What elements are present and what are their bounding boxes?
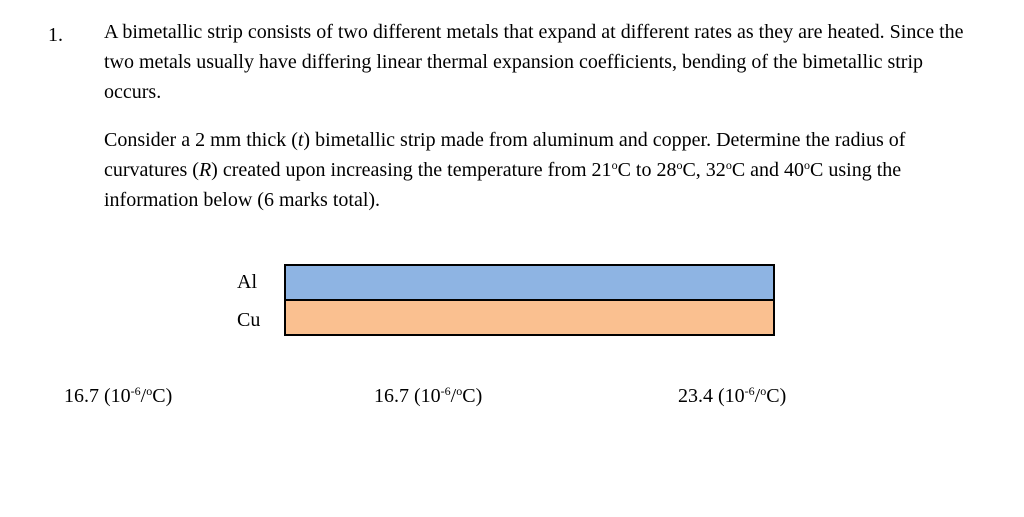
degree-mark: o bbox=[456, 384, 463, 398]
coef-slash: / bbox=[754, 385, 761, 407]
expansion-coefficient-1: 16.7 (10-6/oC) bbox=[64, 384, 172, 408]
coef-exponent: -6 bbox=[130, 384, 141, 398]
degree-mark: o bbox=[725, 158, 732, 172]
coef-exponent: -6 bbox=[744, 384, 755, 398]
degree-mark: o bbox=[146, 384, 153, 398]
intro-paragraph: A bimetallic strip consists of two diffe… bbox=[104, 21, 964, 103]
task-text-3: ) created upon increasing the temperatur… bbox=[211, 159, 612, 181]
coef-unit: C) bbox=[766, 385, 787, 407]
aluminum-layer bbox=[284, 264, 775, 301]
degree-mark: o bbox=[760, 384, 767, 398]
coef-exponent: -6 bbox=[440, 384, 451, 398]
task-text-4: C to 28 bbox=[617, 159, 677, 181]
task-text-2: ) bimetallic strip made from aluminum an… bbox=[104, 129, 906, 181]
question-number: 1. bbox=[48, 24, 63, 46]
coef-slash: / bbox=[450, 385, 457, 407]
task-text-5: C, 32 bbox=[682, 159, 726, 181]
expansion-coefficient-2: 16.7 (10-6/oC) bbox=[374, 384, 482, 408]
task-text-7: C using the information below (6 marks t… bbox=[104, 159, 902, 211]
expansion-coefficient-3: 23.4 (10-6/oC) bbox=[678, 384, 786, 408]
degree-mark: o bbox=[611, 158, 618, 172]
variable-t: t bbox=[297, 129, 304, 151]
coef-value: 16.7 (10 bbox=[64, 385, 131, 407]
task-paragraph: Consider a 2 mm thick (t) bimetallic str… bbox=[104, 125, 984, 215]
coef-unit: C) bbox=[462, 385, 483, 407]
degree-mark: o bbox=[676, 158, 683, 172]
coef-value: 16.7 (10 bbox=[374, 385, 441, 407]
coef-value: 23.4 (10 bbox=[678, 385, 745, 407]
coef-slash: / bbox=[140, 385, 147, 407]
copper-label: Cu bbox=[237, 309, 261, 331]
degree-mark: o bbox=[804, 158, 811, 172]
task-text-1: Consider a 2 mm thick ( bbox=[104, 129, 298, 151]
variable-r: R bbox=[198, 159, 212, 181]
task-text-6: C and 40 bbox=[731, 159, 805, 181]
copper-layer bbox=[284, 299, 775, 336]
coef-unit: C) bbox=[152, 385, 173, 407]
aluminum-label: Al bbox=[237, 271, 257, 293]
